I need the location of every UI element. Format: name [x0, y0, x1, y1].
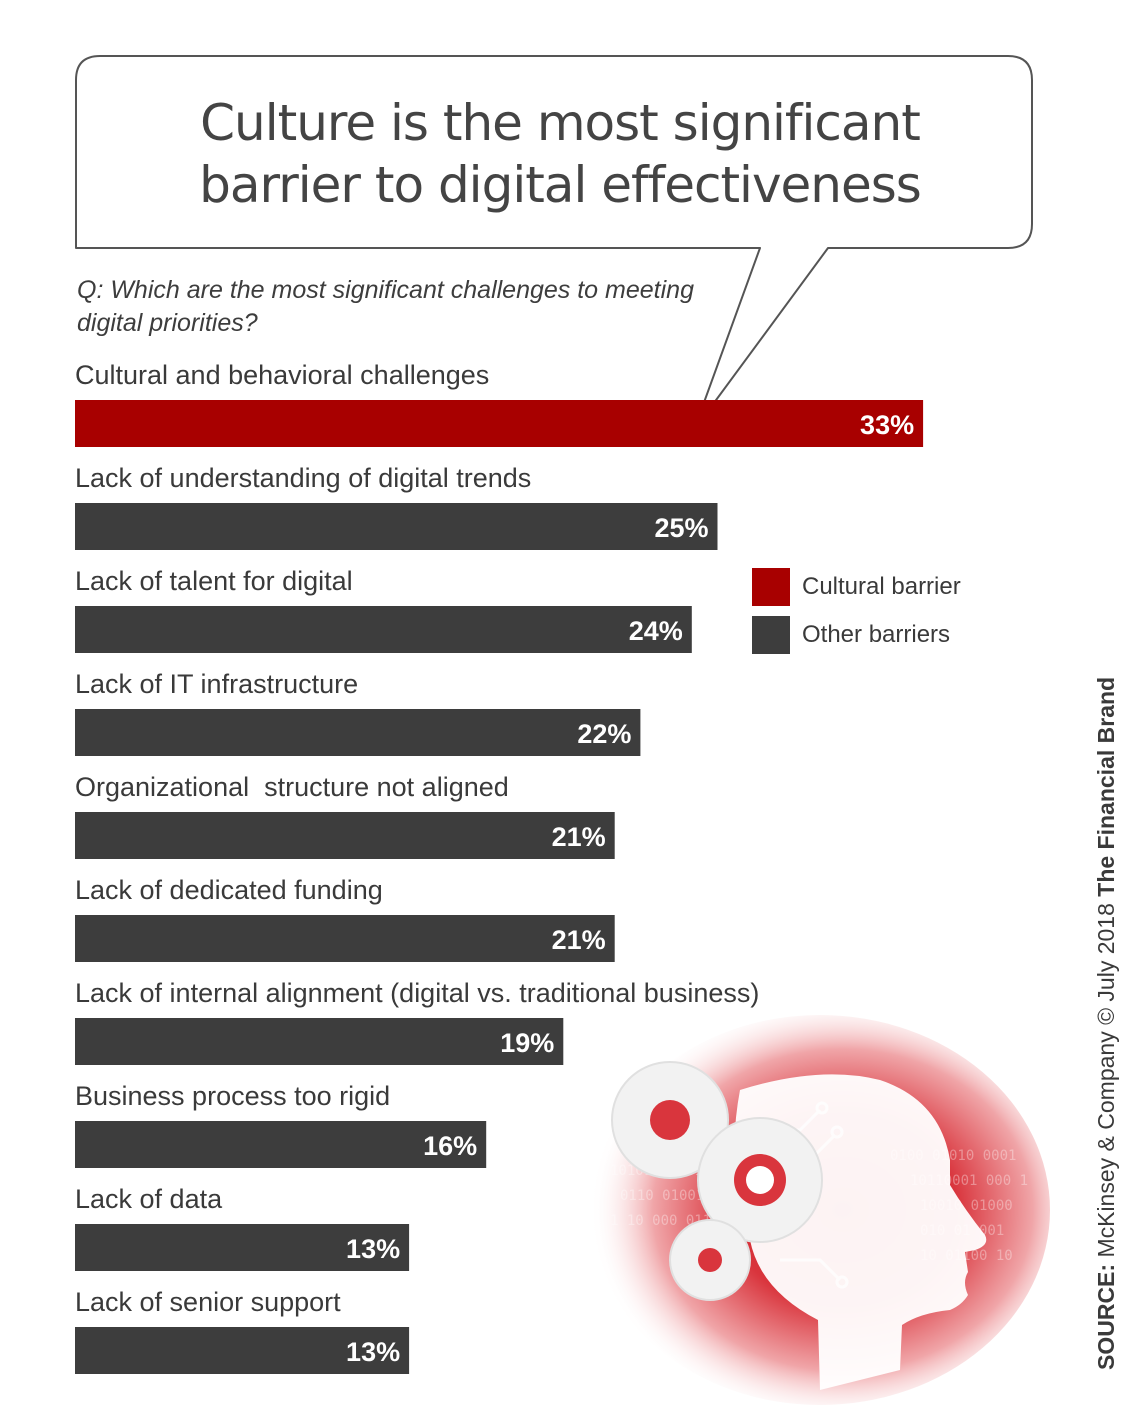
value-label: 21%	[552, 925, 606, 955]
value-label: 16%	[423, 1131, 477, 1161]
title-line-2: barrier to digital effectiveness	[199, 156, 922, 214]
legend-label-other: Other barriers	[802, 621, 951, 648]
survey-question: Q: Which are the most significant challe…	[77, 276, 694, 337]
value-label: 33%	[860, 410, 914, 440]
category-label: Cultural and behavioral challenges	[75, 360, 489, 390]
category-label: Organizational structure not aligned	[75, 772, 509, 802]
category-label: Lack of IT infrastructure	[75, 669, 358, 699]
value-label: 21%	[552, 822, 606, 852]
bar	[75, 503, 718, 550]
value-label: 24%	[629, 616, 683, 646]
category-label: Lack of understanding of digital trends	[75, 463, 531, 493]
legend: Cultural barrier Other barriers	[752, 568, 961, 664]
legend-item-other: Other barriers	[752, 616, 961, 654]
source-prefix: SOURCE:	[1093, 1263, 1119, 1370]
bar	[75, 1018, 564, 1065]
legend-label-cultural: Cultural barrier	[802, 573, 961, 600]
bar	[75, 709, 641, 756]
source-text: McKinsey & Company © July 2018	[1093, 896, 1119, 1264]
value-label: 22%	[577, 719, 631, 749]
title-line-1: Culture is the most significant	[200, 94, 921, 152]
legend-swatch-cultural	[752, 568, 790, 606]
value-label: 19%	[500, 1028, 554, 1058]
bar	[75, 1327, 410, 1374]
chart-title: Culture is the most significant barrier …	[90, 92, 1030, 216]
category-label: Lack of talent for digital	[75, 566, 353, 596]
category-label: Lack of dedicated funding	[75, 875, 383, 905]
category-label: Lack of data	[75, 1184, 223, 1214]
category-label: Lack of senior support	[75, 1287, 341, 1317]
source-credit: SOURCE: McKinsey & Company © July 2018 T…	[1093, 677, 1120, 1370]
bar	[75, 606, 692, 653]
value-label: 13%	[346, 1337, 400, 1367]
category-label: Business process too rigid	[75, 1081, 390, 1111]
legend-swatch-other	[752, 616, 790, 654]
bar	[75, 1224, 410, 1271]
value-label: 25%	[654, 513, 708, 543]
category-label: Lack of internal alignment (digital vs. …	[75, 978, 759, 1008]
bar	[75, 400, 924, 447]
legend-item-cultural: Cultural barrier	[752, 568, 961, 606]
bar	[75, 812, 615, 859]
bar	[75, 1121, 487, 1168]
source-brand: The Financial Brand	[1093, 676, 1119, 897]
value-label: 13%	[346, 1234, 400, 1264]
bar	[75, 915, 615, 962]
